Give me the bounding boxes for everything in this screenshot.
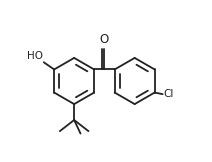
Text: HO: HO <box>27 51 43 61</box>
Text: Cl: Cl <box>163 89 174 99</box>
Text: O: O <box>100 33 109 46</box>
